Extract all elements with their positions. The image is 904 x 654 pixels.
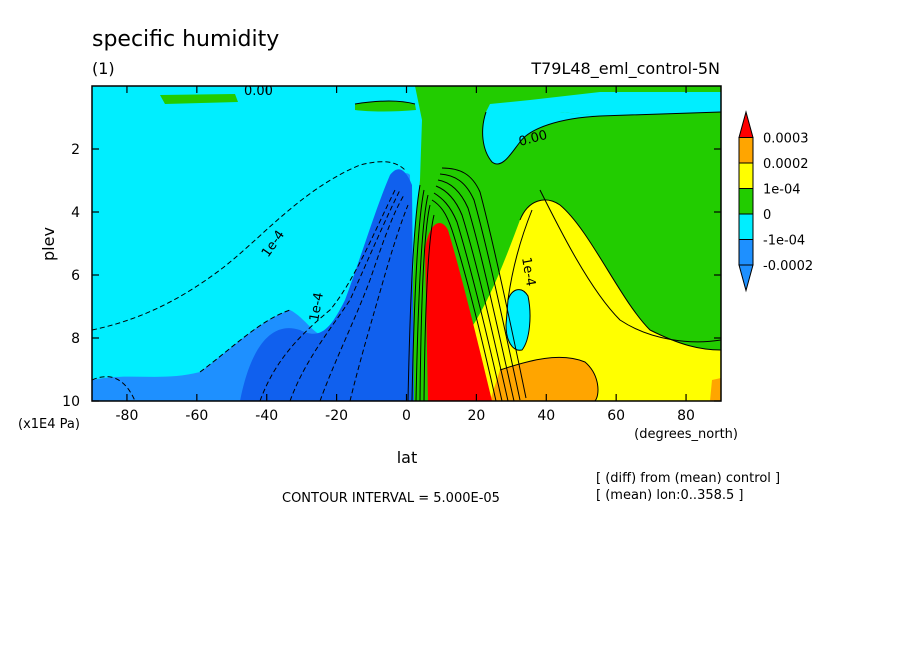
x-tick-label: -60 (185, 408, 208, 424)
contour-interval: CONTOUR INTERVAL = 5.000E-05 (282, 491, 500, 506)
colorbar-segment (738, 162, 754, 189)
region-cyan-patch-30n (506, 289, 530, 351)
x-tick-label: -80 (116, 408, 139, 424)
note-line-mean: [ (mean) lon:0..358.5 ] (596, 488, 744, 503)
contour-label: 1e-4 (307, 291, 327, 322)
region-orange-patch (490, 357, 598, 401)
x-tick-label: 60 (607, 408, 625, 424)
x-axis: -80 -60 -40 -20 0 20 40 60 80 (116, 86, 695, 424)
x-tick-label: 40 (537, 408, 555, 424)
colorbar-label: 1e-04 (763, 183, 801, 198)
x-tick-label: 0 (402, 408, 411, 424)
colorbar-segment (738, 188, 754, 215)
y-tick-label: 4 (71, 205, 80, 221)
colorbar-label: -0.0002 (763, 259, 813, 274)
colorbar-label: -1e-04 (763, 234, 805, 249)
region-cyan-tongue (482, 112, 600, 164)
contour-label: 0.00 (244, 84, 273, 99)
colorbar-segment (738, 137, 754, 164)
colorbar-label: 0.0003 (763, 132, 809, 147)
run-label: T79L48_eml_control-5N (530, 59, 720, 79)
colorbar: 0.0003 0.0002 1e-04 0 -1e-04 -0.0002 (738, 110, 813, 293)
solid-contours (354, 100, 721, 401)
note-line-diff: [ (diff) from (mean) control ] (596, 471, 780, 486)
dashed-contours (92, 161, 409, 401)
colorbar-bottom-arrow (738, 264, 754, 293)
colorbar-label: 0 (763, 208, 771, 223)
region-northern-upper-negative (486, 92, 721, 116)
chart-title: specific humidity (92, 27, 279, 52)
chart-subtitle: (1) (92, 59, 115, 78)
y-tick-label: 10 (62, 394, 80, 410)
region-yellow-lobe (470, 200, 721, 401)
x-axis-units: (degrees_north) (634, 427, 738, 442)
region-orange-right (710, 378, 721, 401)
region-equatorial-core (240, 169, 414, 401)
x-tick-label: 20 (467, 408, 485, 424)
x-axis-label: lat (397, 448, 418, 467)
x-tick-label: -40 (255, 408, 278, 424)
x-tick-label: 80 (677, 408, 695, 424)
region-top-left-green (160, 94, 238, 104)
colorbar-label: 0.0002 (763, 157, 809, 172)
y-tick-label: 8 (71, 331, 80, 347)
y-tick-label: 2 (71, 142, 80, 158)
colorbar-segment (738, 213, 754, 240)
region-top-green-2 (355, 101, 416, 112)
plot-area: 0.00 0.00 1e-4 1e-4 1e-4 (92, 84, 721, 401)
y-axis-label: plev (39, 227, 58, 261)
colorbar-top-arrow (738, 110, 754, 138)
contour-label: 1e-4 (518, 256, 538, 287)
y-tick-label: 6 (71, 268, 80, 284)
region-cyan-island (298, 210, 342, 318)
y-axis-units: (x1E4 Pa) (18, 417, 80, 432)
x-tick-label: -20 (325, 408, 348, 424)
contour-label: 0.00 (517, 128, 549, 150)
region-tropical-core (425, 222, 492, 401)
colorbar-segment (738, 239, 754, 266)
y-axis: 2 4 6 8 10 (62, 142, 721, 410)
dense-contours (407, 167, 527, 401)
